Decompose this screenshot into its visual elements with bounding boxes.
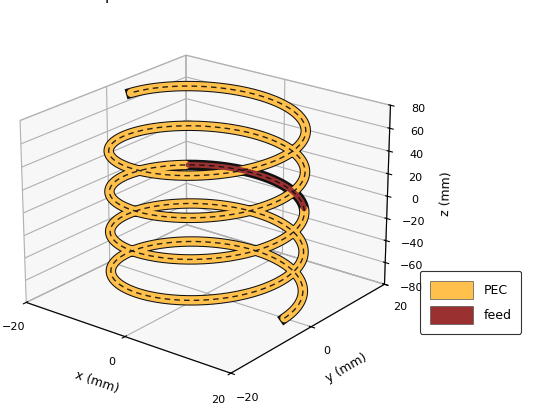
Title: dipoleHelix antenna element: dipoleHelix antenna element	[91, 0, 312, 3]
X-axis label: x (mm): x (mm)	[73, 368, 120, 396]
Y-axis label: y (mm): y (mm)	[323, 351, 369, 385]
Legend: PEC, feed: PEC, feed	[419, 271, 521, 334]
